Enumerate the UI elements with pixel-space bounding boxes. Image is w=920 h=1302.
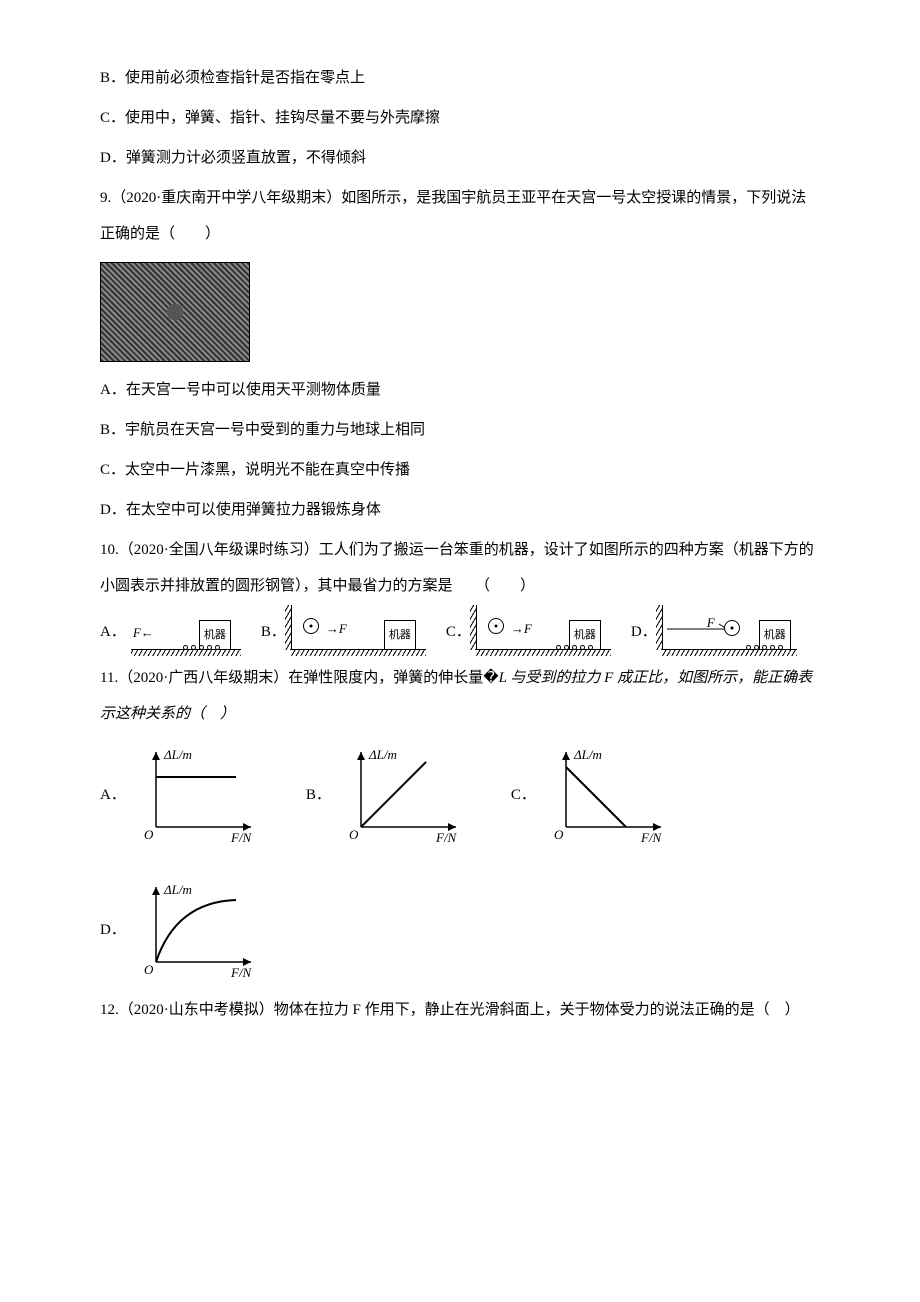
svg-text:ΔL/m: ΔL/m: [163, 747, 192, 762]
q10-option-b: B． →F 机器: [261, 614, 426, 650]
q9-option-d: D．在太空中可以使用弹簧拉力器锻炼身体: [100, 492, 820, 528]
q10-options-row: A． F← 机器 B． →F 机器: [100, 614, 820, 650]
svg-text:O: O: [144, 962, 154, 977]
pulley-icon: [724, 620, 740, 636]
graph-linear-icon: ΔL/m F/N O: [341, 747, 471, 842]
question-10-text: 10.（2020·全国八年级课时练习）工人们为了搬运一台笨重的机器，设计了如图所…: [100, 532, 820, 604]
graph-horizontal-icon: ΔL/m F/N O: [136, 747, 266, 842]
q9-option-b: B．宇航员在天宫一号中受到的重力与地球上相同: [100, 412, 820, 448]
q10-diagram-b: →F 机器: [291, 615, 426, 650]
q10-label-a: A．: [100, 614, 126, 650]
svg-text:ΔL/m: ΔL/m: [163, 882, 192, 897]
svg-text:F/N: F/N: [435, 830, 458, 842]
svg-text:O: O: [349, 827, 359, 842]
pulley-icon: [303, 618, 319, 634]
question-11-text: 11.（2020·广西八年级期末）在弹性限度内，弹簧的伸长量�L 与受到的拉力 …: [100, 660, 820, 732]
graph-concave-icon: ΔL/m F/N O: [136, 882, 266, 977]
question-9-text: 9.（2020·重庆南开中学八年级期末）如图所示，是我国宇航员王亚平在天宫一号太…: [100, 180, 820, 252]
svg-text:F/N: F/N: [230, 830, 253, 842]
option-d: D．弹簧测力计必须竖直放置，不得倾斜: [100, 140, 820, 176]
q11-label-b: B．: [306, 777, 331, 813]
graph-decreasing-icon: ΔL/m F/N O: [546, 747, 676, 842]
force-arrow-b: →F: [326, 613, 347, 644]
svg-text:O: O: [554, 827, 564, 842]
q9-astronaut-image: [100, 262, 250, 362]
q11-option-d: D． ΔL/m F/N O: [100, 882, 266, 977]
q10-label-c: C．: [446, 614, 471, 650]
q10-option-c: C． →F 机器: [446, 614, 611, 650]
q11-option-c: C． ΔL/m F/N O: [511, 747, 676, 842]
q10-option-d: D． F 机器: [631, 614, 797, 650]
pulley-icon: [488, 618, 504, 634]
q11-option-a: A． ΔL/m F/N O: [100, 747, 266, 842]
q11-label-a: A．: [100, 777, 126, 813]
q10-option-a: A． F← 机器: [100, 614, 241, 650]
svg-text:F/N: F/N: [230, 965, 253, 977]
option-b: B．使用前必须检查指针是否指在零点上: [100, 60, 820, 96]
question-12-text: 12.（2020·山东中考模拟）物体在拉力 F 作用下，静止在光滑斜面上，关于物…: [100, 992, 820, 1028]
force-arrow-a: F←: [133, 617, 154, 648]
machine-box-b: 机器: [384, 620, 416, 650]
q11-label-c: C．: [511, 777, 536, 813]
q10-label-d: D．: [631, 614, 657, 650]
q10-label-b: B．: [261, 614, 286, 650]
q10-diagram-a: F← 机器: [131, 615, 241, 650]
q10-diagram-c: →F 机器: [476, 615, 611, 650]
svg-text:F/N: F/N: [640, 830, 663, 842]
q11-graph-options: A． ΔL/m F/N O B． ΔL/m F/N O C．: [100, 747, 820, 977]
q9-option-c: C．太空中一片漆黑，说明光不能在真空中传播: [100, 452, 820, 488]
q9-option-a: A．在天宫一号中可以使用天平测物体质量: [100, 372, 820, 408]
option-c: C．使用中，弹簧、指针、挂钩尽量不要与外壳摩擦: [100, 100, 820, 136]
svg-text:ΔL/m: ΔL/m: [368, 747, 397, 762]
svg-text:O: O: [144, 827, 154, 842]
force-arrow-c: →F: [511, 613, 532, 644]
q11-option-b: B． ΔL/m F/N O: [306, 747, 471, 842]
q10-diagram-d: F 机器: [662, 615, 797, 650]
svg-text:ΔL/m: ΔL/m: [573, 747, 602, 762]
q11-label-d: D．: [100, 912, 126, 948]
